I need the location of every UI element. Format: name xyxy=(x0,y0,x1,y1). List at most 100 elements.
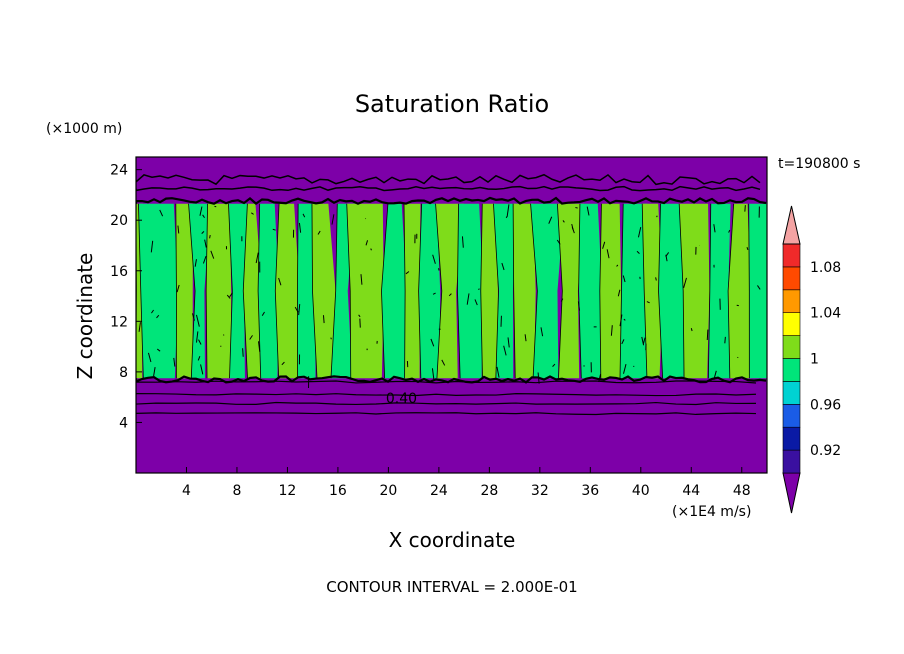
contour-speck xyxy=(200,364,204,375)
contour-speck xyxy=(317,230,321,235)
colorbar-swatch xyxy=(782,289,801,313)
y-tick-label: 20 xyxy=(110,213,128,229)
cloud-band xyxy=(530,203,565,379)
contour-speck xyxy=(370,248,372,251)
colorbar: 0.92 0.96 1 1.04 1.08 xyxy=(782,205,841,514)
contour-speck xyxy=(728,229,731,233)
contour-speck xyxy=(617,289,621,297)
contour-speck xyxy=(537,372,540,384)
contour-speck xyxy=(430,338,435,347)
contour-speck xyxy=(636,250,640,254)
contour-speck xyxy=(706,329,709,341)
band-contour xyxy=(530,203,538,379)
band-contour xyxy=(727,203,735,379)
contour-speck xyxy=(586,206,590,216)
contour-speck xyxy=(159,209,164,217)
y-tick-label: 12 xyxy=(110,314,128,330)
y-units-label: (×1000 m) xyxy=(46,121,122,137)
cloud-band xyxy=(557,203,585,379)
contour-speck xyxy=(138,322,141,332)
y-axis: 4 8 12 16 20 24 xyxy=(110,163,142,431)
contour-speck xyxy=(298,222,302,233)
contour-speck xyxy=(571,223,574,231)
contour-speck xyxy=(151,309,155,314)
contour-speck xyxy=(602,241,606,249)
band-contour xyxy=(175,203,177,379)
band-contour xyxy=(188,203,196,379)
contour-speck xyxy=(331,214,335,225)
contour-speck xyxy=(690,328,693,332)
plot-frame xyxy=(135,156,768,474)
band-contour xyxy=(748,203,750,379)
contour-speck xyxy=(302,213,306,218)
colorbar-tick-label: 1.04 xyxy=(810,306,841,322)
contour-speck xyxy=(229,292,233,298)
colorbar-tick-label: 0.96 xyxy=(810,397,841,413)
cloud-band xyxy=(728,203,752,379)
contour-speck xyxy=(432,254,436,264)
colorbar-tick-label: 1 xyxy=(810,352,819,368)
colorbar-over-arrow xyxy=(782,205,801,245)
contour-speck xyxy=(540,327,544,337)
x-axis: 4 8 12 16 20 24 28 32 36 40 44 48 xyxy=(182,467,751,499)
contour-speck xyxy=(176,284,180,293)
contour-speck xyxy=(201,230,205,234)
chart-title: Saturation Ratio xyxy=(355,90,549,118)
x-units-label: (×1E4 m/s) xyxy=(672,504,751,520)
lower-contour-line xyxy=(136,412,757,416)
contour-speck xyxy=(683,277,687,288)
colorbar-swatch xyxy=(782,449,801,474)
cloud-band xyxy=(297,203,316,379)
band-contour xyxy=(381,203,389,379)
contour-speck xyxy=(461,236,464,248)
contour-speck xyxy=(621,339,625,345)
colorbar-swatch xyxy=(782,312,801,336)
band-contour xyxy=(418,203,423,379)
contour-speck xyxy=(496,366,500,378)
contour-speck xyxy=(358,314,361,318)
contour-speck xyxy=(281,361,285,366)
contour-speck xyxy=(556,239,561,245)
contour-speck xyxy=(197,355,201,361)
x-tick-label: 40 xyxy=(632,483,650,499)
band-contour xyxy=(578,203,582,379)
cloud-band xyxy=(493,203,518,379)
band-contour xyxy=(707,203,712,379)
cloud-band xyxy=(175,203,193,379)
contour-speck xyxy=(548,216,553,224)
band-contour xyxy=(435,203,443,379)
contour-speck xyxy=(575,207,578,209)
cloud-band xyxy=(346,203,384,379)
contour-speck xyxy=(506,204,510,216)
band-contour xyxy=(274,203,280,379)
contour-label: 0.40 xyxy=(386,391,417,407)
x-tick-label: 20 xyxy=(379,483,397,499)
contour-speck xyxy=(431,368,435,380)
colorbar-swatch xyxy=(782,358,801,382)
x-tick-label: 16 xyxy=(329,483,347,499)
band-contour xyxy=(403,203,406,379)
contour-speck xyxy=(405,271,410,275)
contour-speck xyxy=(441,359,446,366)
colorbar-under-arrow xyxy=(782,472,801,514)
cloud-band xyxy=(658,203,687,379)
contour-speck xyxy=(365,240,369,246)
x-tick-label: 12 xyxy=(279,483,297,499)
colorbar-swatch xyxy=(782,403,801,428)
contour-speck xyxy=(474,299,478,306)
contour-speck xyxy=(466,293,470,305)
cloud-top-contour xyxy=(136,196,767,206)
contour-speck xyxy=(665,252,670,257)
cloud-band xyxy=(418,203,441,379)
contour-speck xyxy=(616,264,619,267)
band-contour xyxy=(619,203,624,379)
contour-speck xyxy=(330,337,332,340)
footer-contour-interval: CONTOUR INTERVAL = 2.000E-01 xyxy=(326,578,577,596)
contour-speck xyxy=(501,262,505,271)
contour-speck xyxy=(623,364,627,374)
band-contour xyxy=(228,203,233,379)
time-label: t=190800 s xyxy=(778,156,860,172)
x-tick-label: 36 xyxy=(581,483,599,499)
contour-speck xyxy=(272,228,276,231)
